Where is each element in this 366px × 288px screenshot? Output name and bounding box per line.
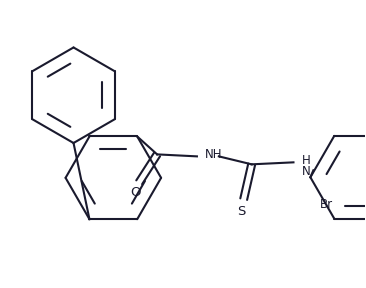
Text: O: O <box>130 186 141 199</box>
Text: H: H <box>302 154 310 167</box>
Text: S: S <box>238 204 246 218</box>
Text: Br: Br <box>320 198 333 211</box>
Text: NH: NH <box>205 148 223 161</box>
Text: N: N <box>302 165 310 178</box>
